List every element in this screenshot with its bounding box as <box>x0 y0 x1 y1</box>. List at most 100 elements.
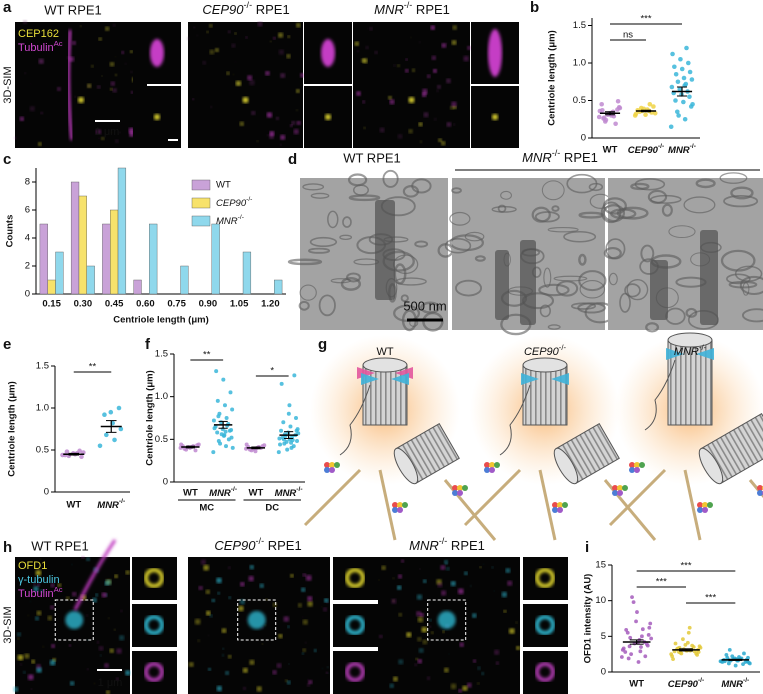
em-texture <box>395 277 427 286</box>
signal-spot <box>125 670 131 676</box>
bar <box>47 279 56 295</box>
signal-spot <box>227 654 232 659</box>
signal-spot <box>324 598 329 603</box>
em-texture <box>741 308 763 323</box>
data-point <box>97 443 103 449</box>
em-texture <box>414 240 429 248</box>
signal-spot <box>249 79 255 86</box>
data-point <box>681 637 685 642</box>
signal-spot <box>192 98 195 101</box>
bar <box>242 251 252 295</box>
signal-spot <box>417 659 423 664</box>
signal-spot <box>369 27 373 31</box>
signal-spot <box>354 41 360 46</box>
roi-box <box>427 599 467 641</box>
signal-spot <box>466 682 472 688</box>
roi-box <box>237 599 277 641</box>
signal-spot <box>29 600 31 603</box>
data-point <box>629 652 634 657</box>
data-point <box>634 619 638 624</box>
data-point <box>278 442 283 447</box>
data-point <box>639 645 643 649</box>
signal-spot <box>235 80 241 86</box>
inset-signal <box>345 662 365 682</box>
complex-part <box>392 507 398 513</box>
signal-spot <box>68 56 75 62</box>
microtubule <box>303 468 362 527</box>
significance-label: ** <box>203 350 211 361</box>
em-centriole <box>520 240 536 325</box>
signal-spot <box>469 585 472 587</box>
data-point <box>600 107 605 113</box>
legend-label: MNR-/- <box>216 214 244 226</box>
data-point <box>636 660 641 664</box>
signal-spot <box>458 689 462 693</box>
inset <box>523 604 568 647</box>
em-texture <box>299 284 317 301</box>
x-tick-label: CEP90-/- <box>668 677 704 689</box>
em-texture <box>500 190 513 200</box>
panel-title: MNR-/- RPE1 <box>522 148 598 165</box>
panel-label: d <box>288 151 297 168</box>
signal-spot <box>272 670 277 675</box>
signal-spot <box>92 597 97 603</box>
complex-part <box>622 485 628 491</box>
signal-spot <box>450 581 456 587</box>
data-point <box>615 98 621 104</box>
signal-spot <box>105 690 110 694</box>
em-texture <box>683 196 716 214</box>
signal-spot <box>327 666 329 668</box>
signal-spot <box>505 568 511 573</box>
signal-spot <box>110 81 115 86</box>
signal-spot <box>114 73 118 76</box>
signal-spot <box>203 564 209 571</box>
signal-spot <box>378 579 380 581</box>
em-texture <box>449 211 471 226</box>
signal-spot <box>112 24 116 27</box>
em-texture <box>539 304 551 318</box>
signal-spot <box>209 24 213 28</box>
data-point <box>677 86 683 92</box>
em-texture <box>474 255 486 262</box>
em-texture <box>302 183 325 191</box>
signal-spot <box>94 683 96 685</box>
signal-spot <box>275 116 279 120</box>
signal-spot <box>398 574 403 579</box>
em-texture <box>640 244 655 263</box>
signal-spot <box>109 648 114 653</box>
signal-spot <box>445 562 448 565</box>
signal-spot <box>57 583 62 588</box>
signal-spot <box>33 583 36 586</box>
data-point <box>730 654 735 659</box>
data-point <box>675 79 681 85</box>
signal-spot <box>293 128 299 135</box>
complex-part <box>489 467 495 473</box>
data-point <box>108 409 114 415</box>
daughter-centriole <box>553 422 620 485</box>
signal-spot <box>193 26 196 29</box>
em-texture <box>685 307 698 318</box>
em-centriole <box>495 250 509 320</box>
data-point <box>286 411 291 416</box>
data-point <box>747 661 752 666</box>
em-texture <box>420 301 441 314</box>
data-point <box>726 661 731 666</box>
signal-spot <box>257 21 263 27</box>
cep162-signal <box>78 97 84 103</box>
data-point <box>669 84 675 90</box>
signal-spot <box>389 99 395 105</box>
data-point <box>223 444 228 449</box>
signal-spot <box>507 580 513 586</box>
micrograph <box>188 22 303 148</box>
centriole-signal <box>150 39 164 67</box>
em-texture <box>491 205 517 213</box>
y-tick-label: 0 <box>25 289 30 300</box>
data-point <box>279 381 284 386</box>
inset-signal <box>535 662 555 682</box>
diagram-title: WT <box>376 346 393 358</box>
inset <box>132 604 177 647</box>
signal-spot <box>379 127 385 133</box>
em-texture <box>566 173 598 194</box>
signal-spot <box>302 619 308 625</box>
bar <box>78 195 87 295</box>
